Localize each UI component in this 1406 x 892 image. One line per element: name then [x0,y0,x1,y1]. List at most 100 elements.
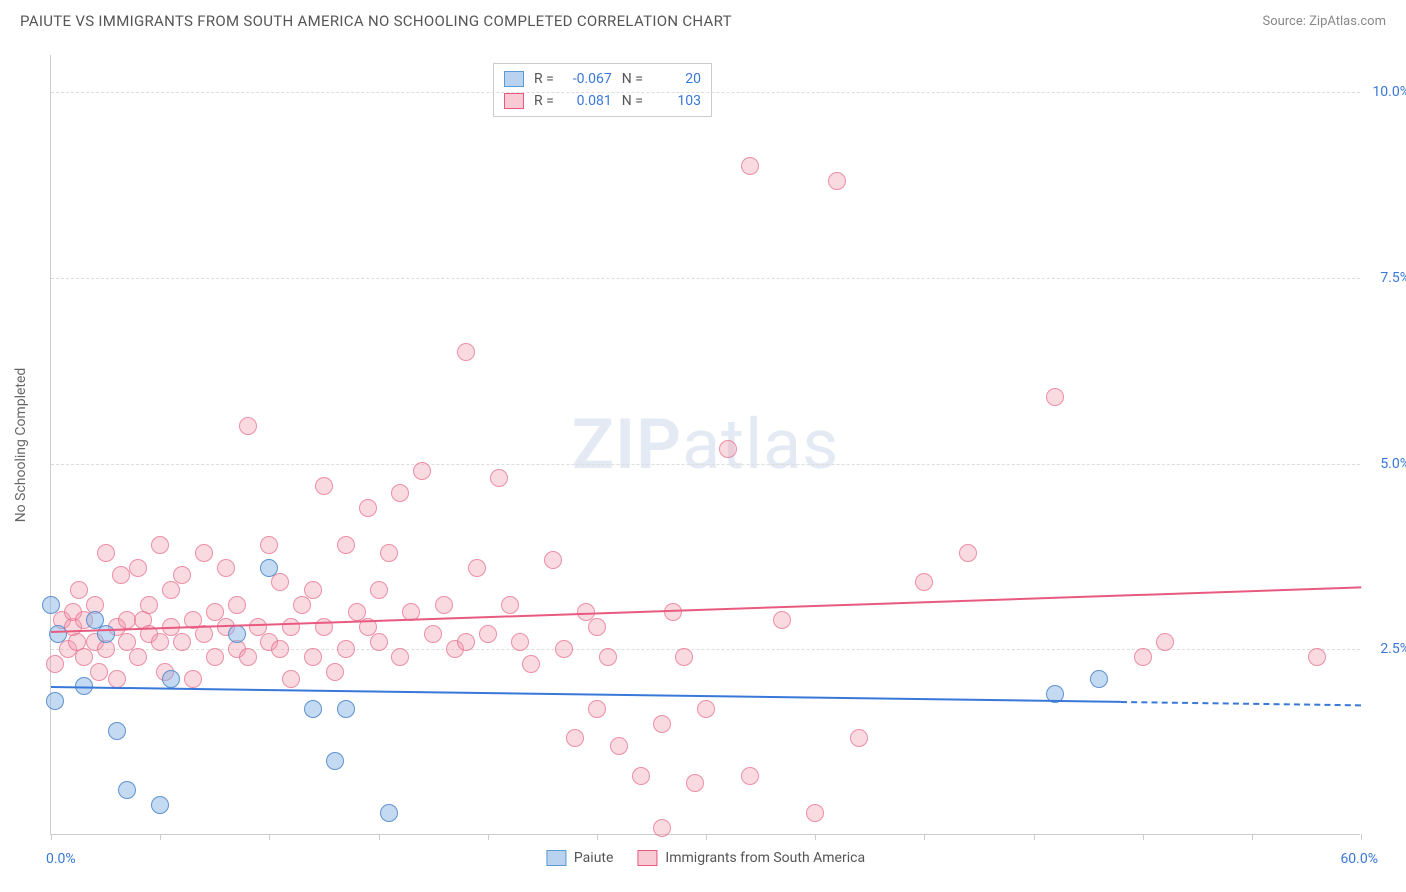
scatter-point-pink [686,774,704,792]
scatter-point-pink [1134,648,1152,666]
r-value-pink: 0.081 [564,90,612,112]
gridline [51,92,1360,93]
scatter-point-pink [359,499,377,517]
scatter-point-pink [632,767,650,785]
scatter-point-pink [719,440,737,458]
scatter-point-pink [697,700,715,718]
scatter-point-pink [271,573,289,591]
scatter-point-pink [173,633,191,651]
legend-label-blue: Paiute [574,850,614,866]
scatter-point-pink [501,596,519,614]
chart-title: PAIUTE VS IMMIGRANTS FROM SOUTH AMERICA … [20,12,732,30]
y-tick-label: 7.5% [1380,270,1406,286]
scatter-point-blue [118,781,136,799]
scatter-point-pink [588,700,606,718]
scatter-point-pink [162,581,180,599]
scatter-point-pink [70,581,88,599]
scatter-point-pink [129,559,147,577]
scatter-point-pink [435,596,453,614]
scatter-point-pink [228,596,246,614]
legend-swatch-blue [504,71,524,87]
scatter-point-pink [239,648,257,666]
scatter-point-pink [555,640,573,658]
source-attribution: Source: ZipAtlas.com [1262,14,1386,29]
scatter-point-pink [479,625,497,643]
scatter-point-pink [304,648,322,666]
scatter-point-pink [391,648,409,666]
y-tick-label: 10.0% [1372,84,1406,100]
legend-stat-row-blue: R = -0.067 N = 20 [504,68,701,90]
scatter-point-pink [511,633,529,651]
scatter-point-pink [108,670,126,688]
scatter-point-pink [293,596,311,614]
scatter-point-pink [610,737,628,755]
scatter-point-pink [151,536,169,554]
scatter-point-pink [566,729,584,747]
n-value-pink: 103 [653,90,701,112]
scatter-point-pink [112,566,130,584]
watermark: ZIPatlas [572,404,840,486]
scatter-point-blue [380,804,398,822]
legend-stat-row-pink: R = 0.081 N = 103 [504,90,701,112]
legend-swatch-pink [637,850,657,866]
scatter-point-pink [140,596,158,614]
scatter-point-pink [151,633,169,651]
legend-swatch-pink [504,93,524,109]
scatter-point-pink [828,172,846,190]
gridline [51,464,1360,465]
scatter-point-pink [217,559,235,577]
scatter-point-pink [1156,633,1174,651]
x-tick [924,834,925,840]
scatter-point-pink [959,544,977,562]
scatter-point-blue [326,752,344,770]
scatter-point-pink [337,536,355,554]
n-label: N = [622,68,643,90]
scatter-point-pink [370,633,388,651]
scatter-point-pink [206,648,224,666]
trendline-pink [51,586,1361,633]
scatter-point-blue [151,796,169,814]
scatter-point-blue [46,692,64,710]
scatter-point-pink [195,544,213,562]
scatter-point-pink [97,544,115,562]
scatter-point-pink [380,544,398,562]
scatter-point-pink [915,573,933,591]
scatter-point-blue [337,700,355,718]
plot-area: ZIPatlas No Schooling Completed R = -0.0… [50,55,1360,835]
scatter-point-pink [468,559,486,577]
scatter-point-pink [664,603,682,621]
scatter-point-blue [49,625,67,643]
scatter-point-pink [46,655,64,673]
x-tick [269,834,270,840]
trendline-blue [51,686,1121,703]
scatter-point-blue [1090,670,1108,688]
r-label: R = [534,68,554,90]
scatter-point-pink [391,484,409,502]
gridline [51,278,1360,279]
n-value-blue: 20 [653,68,701,90]
y-tick-label: 2.5% [1380,641,1406,657]
scatter-point-pink [653,819,671,837]
scatter-point-pink [413,462,431,480]
scatter-point-pink [653,715,671,733]
x-tick [379,834,380,840]
scatter-point-pink [850,729,868,747]
scatter-point-pink [544,551,562,569]
scatter-point-pink [282,670,300,688]
scatter-point-pink [741,157,759,175]
scatter-point-pink [184,670,202,688]
x-tick [815,834,816,840]
legend-item-blue: Paiute [546,850,614,866]
scatter-point-pink [370,581,388,599]
scatter-point-pink [315,477,333,495]
x-tick [1361,834,1362,840]
scatter-point-blue [228,625,246,643]
trendline-blue-extrapolated [1121,701,1361,706]
scatter-point-pink [599,648,617,666]
scatter-point-pink [675,648,693,666]
x-tick [1252,834,1253,840]
scatter-point-pink [304,581,322,599]
scatter-point-pink [271,640,289,658]
y-axis-label: No Schooling Completed [13,367,29,522]
legend-swatch-blue [546,850,566,866]
